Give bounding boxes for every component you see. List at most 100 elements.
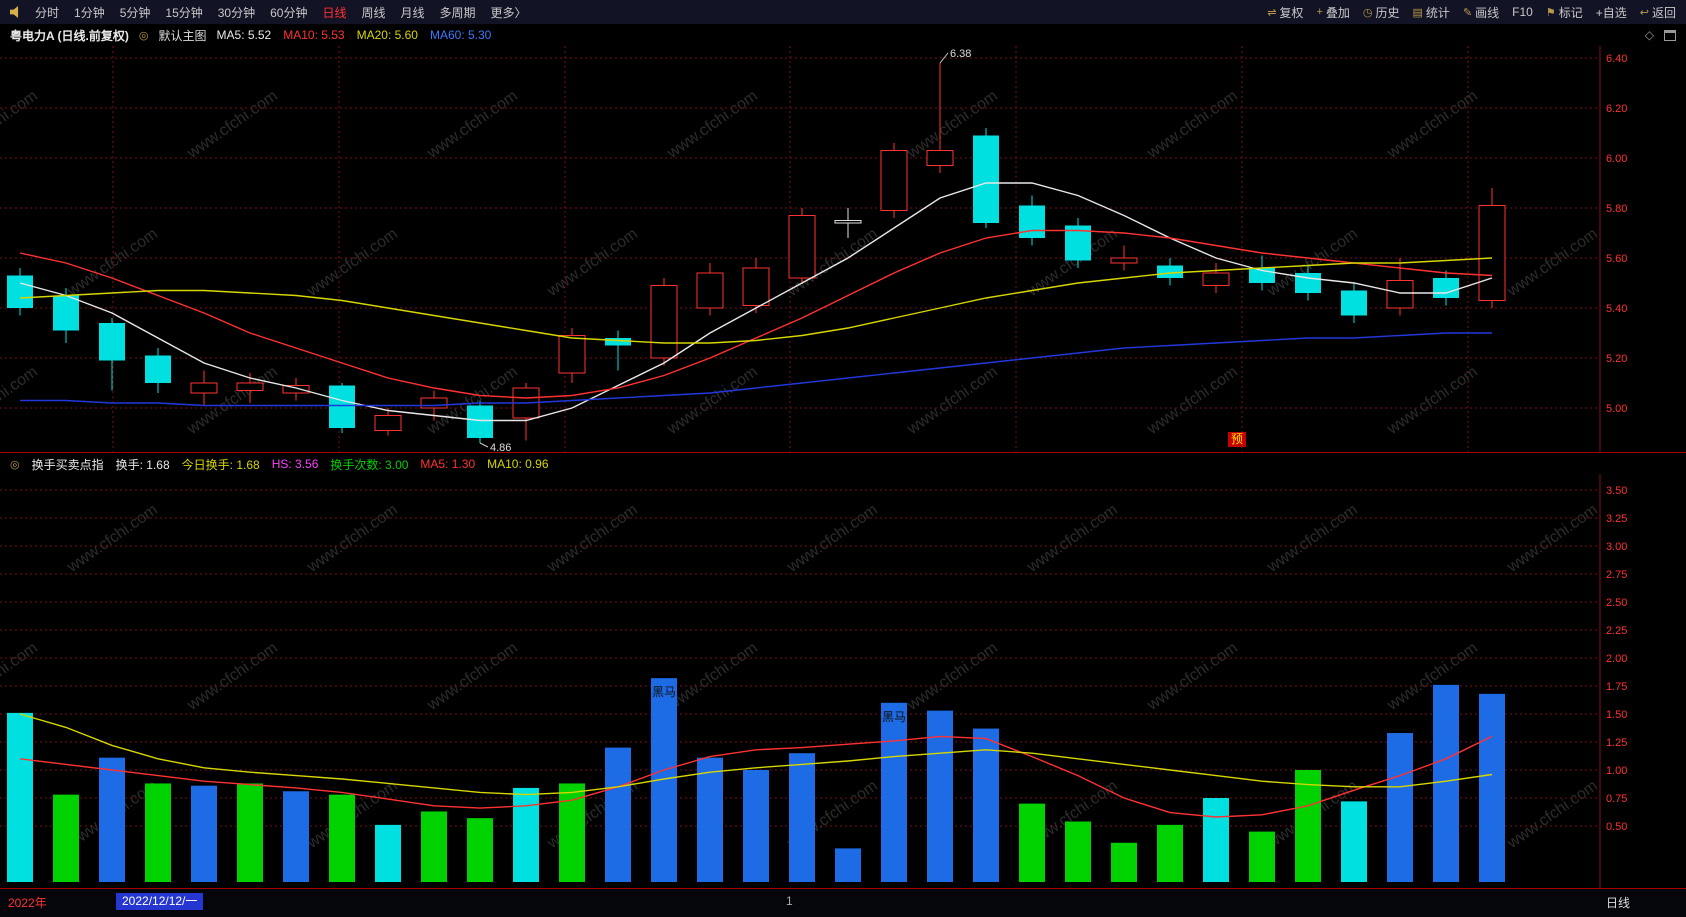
toolbar-action-label: 历史 bbox=[1375, 5, 1400, 20]
indicator-value-label-label: 换手次数: 3.00 bbox=[330, 457, 409, 472]
ma-label-label: MA5: 5.52 bbox=[216, 28, 272, 42]
period-tab-label: 更多〉 bbox=[490, 5, 527, 20]
toolbar-action[interactable]: ✎ 画线 bbox=[1463, 4, 1499, 21]
svg-text:3.25: 3.25 bbox=[1606, 513, 1627, 525]
toolbar-action[interactable]: +自选 bbox=[1596, 4, 1627, 21]
period-tab-label: 日线 bbox=[322, 5, 347, 20]
svg-text:1.25: 1.25 bbox=[1606, 737, 1627, 749]
toolbar: 分时 1分钟 5分钟 15分钟 30分钟 60分钟 日线 周线 月线 多周期 更多〉 ⇌ 复权 + 叠加 ◷… bbox=[0, 0, 1686, 24]
svg-text:0.50: 0.50 bbox=[1606, 821, 1627, 833]
period-tabs: 分时 1分钟 5分钟 15分钟 30分钟 60分钟 日线 周线 月线 多周期 更多〉 bbox=[35, 4, 527, 21]
draw-line-icon: ✎ bbox=[1462, 6, 1473, 19]
turnover-bar-chart[interactable]: 3.50 3.25 3.00 2.75 2.50 2.25 2.00 1.75 1.50 1.25… bbox=[0, 474, 1686, 888]
period-label: 日线 bbox=[1606, 896, 1631, 910]
overlay-icon: + bbox=[1316, 6, 1323, 18]
period-tab[interactable]: 周线 bbox=[361, 4, 385, 21]
indicator-value-label: 今日换手: 1.68 bbox=[182, 456, 260, 473]
toolbar-action[interactable]: ▤ 统计 bbox=[1413, 4, 1450, 21]
toolbar-action-label: 标记 bbox=[1558, 5, 1583, 20]
period-tab-label: 分时 bbox=[35, 5, 60, 20]
svg-text:6.38: 6.38 bbox=[950, 48, 971, 60]
indicator-value-label-label: 今日换手: 1.68 bbox=[181, 457, 260, 472]
toolbar-action-label: 叠加 bbox=[1325, 5, 1350, 20]
indicator-values: 换手: 1.68 今日换手: 1.68 HS: 3.56 换手次数: 3.00 MA5:… bbox=[116, 456, 549, 473]
indicator-value-label-label: HS: 3.56 bbox=[271, 457, 319, 471]
main-chart-pane[interactable]: 6.40 6.20 6.00 5.80 5.60 5.40 5.20 5.00 6.38 4.86… bbox=[0, 46, 1686, 452]
chart-header: 粤电力A (日线.前复权) ◎ 默认主图 MA5: 5.52 MA10: 5.53… bbox=[0, 24, 1686, 46]
axis-tick-label: 1 bbox=[786, 894, 793, 908]
toolbar-action[interactable]: ↩ 返回 bbox=[1640, 4, 1676, 21]
window-icon[interactable] bbox=[1664, 29, 1676, 41]
indicator-value-label-label: MA5: 1.30 bbox=[420, 457, 476, 471]
announcement-speaker-icon[interactable] bbox=[10, 6, 19, 18]
toolbar-action-label: 复权 bbox=[1279, 5, 1304, 20]
toolbar-action-label: 统计 bbox=[1425, 5, 1450, 20]
toolbar-action-label: 返回 bbox=[1651, 5, 1676, 20]
period-tab[interactable]: 1分钟 bbox=[74, 4, 105, 21]
diamond-icon[interactable]: ◇ bbox=[1644, 28, 1654, 42]
toolbar-action-label: F10 bbox=[1512, 5, 1533, 19]
svg-text:5.60: 5.60 bbox=[1606, 253, 1627, 265]
period-tab-label: 1分钟 bbox=[74, 5, 105, 20]
svg-text:3.00: 3.00 bbox=[1606, 541, 1627, 553]
period-tab[interactable]: 60分钟 bbox=[270, 4, 307, 21]
indicator-value-label-label: 换手: 1.68 bbox=[115, 457, 170, 472]
ma-label: MA10: 5.53 bbox=[283, 28, 344, 42]
period-tab[interactable]: 日线 bbox=[322, 4, 346, 21]
svg-text:3.50: 3.50 bbox=[1606, 485, 1627, 497]
toolbar-action-label: +自选 bbox=[1595, 5, 1627, 20]
main-layout-label[interactable]: 默认主图 bbox=[158, 28, 207, 43]
ma-label-label: MA10: 5.53 bbox=[283, 28, 345, 42]
svg-text:0.75: 0.75 bbox=[1606, 793, 1627, 805]
svg-text:2.50: 2.50 bbox=[1606, 597, 1627, 609]
indicator-value-label: HS: 3.56 bbox=[272, 457, 319, 471]
indicator-header: ◎ 换手买卖点指 换手: 1.68 今日换手: 1.68 HS: 3.56 换手次数:… bbox=[0, 452, 1686, 475]
period-tab-label: 月线 bbox=[400, 5, 425, 20]
svg-text:1.75: 1.75 bbox=[1606, 681, 1627, 693]
toolbar-action[interactable]: ◷ 历史 bbox=[1363, 4, 1400, 21]
ma-label: MA20: 5.60 bbox=[357, 28, 418, 42]
year-label: 2022年 bbox=[8, 896, 47, 910]
ma-label-label: MA20: 5.60 bbox=[356, 28, 418, 42]
indicator-name[interactable]: 换手买卖点指 bbox=[31, 457, 104, 472]
period-tab-label: 60分钟 bbox=[270, 5, 308, 20]
svg-text:6.40: 6.40 bbox=[1606, 53, 1627, 65]
period-tab[interactable]: 5分钟 bbox=[120, 4, 151, 21]
period-tab[interactable]: 月线 bbox=[401, 4, 425, 21]
indicator-value-label: 换手次数: 3.00 bbox=[330, 456, 408, 473]
svg-text:6.00: 6.00 bbox=[1606, 153, 1627, 165]
toolbar-action[interactable]: + 叠加 bbox=[1316, 4, 1349, 21]
selected-date[interactable]: 2022/12/12/一 bbox=[116, 893, 204, 910]
period-tab-label: 周线 bbox=[361, 5, 386, 20]
ma-label-label: MA60: 5.30 bbox=[429, 28, 492, 42]
svg-text:4.86: 4.86 bbox=[490, 442, 511, 452]
toolbar-action[interactable]: ⚑ 标记 bbox=[1546, 4, 1583, 21]
main-indicator-selector-icon[interactable]: ◎ bbox=[138, 29, 149, 42]
period-tab[interactable]: 更多〉 bbox=[491, 4, 527, 21]
period-tab-label: 15分钟 bbox=[165, 5, 203, 20]
period-tab[interactable]: 15分钟 bbox=[165, 4, 202, 21]
toolbar-action-label: 画线 bbox=[1475, 5, 1500, 20]
period-tab[interactable]: 30分钟 bbox=[218, 4, 255, 21]
indicator-value-label: 换手: 1.68 bbox=[116, 456, 170, 473]
ma-legend: MA5: 5.52 MA10: 5.53 MA20: 5.60 MA60: 5.30 bbox=[217, 28, 492, 42]
toolbar-action[interactable]: ⇌ 复权 bbox=[1267, 4, 1303, 21]
svg-text:2.00: 2.00 bbox=[1606, 653, 1627, 665]
period-tab[interactable]: 多周期 bbox=[440, 4, 476, 21]
toolbar-actions: ⇌ 复权 + 叠加 ◷ 历史 ▤ 统计 ✎ 画线 F10 ⚑ 标记 +自选 ↩ 返回 bbox=[1267, 4, 1676, 21]
mark-icon: ⚑ bbox=[1545, 6, 1556, 19]
alert-badge[interactable]: 预 bbox=[1228, 432, 1247, 447]
symbol-title: 粤电力A (日线.前复权) bbox=[10, 28, 129, 43]
period-tab[interactable]: 分时 bbox=[35, 4, 59, 21]
stats-icon: ▤ bbox=[1412, 6, 1423, 19]
indicator-selector-icon[interactable]: ◎ bbox=[10, 458, 20, 471]
indicator-chart-pane[interactable]: 3.50 3.25 3.00 2.75 2.50 2.25 2.00 1.75 1.50 1.25… bbox=[0, 474, 1686, 888]
adjust-icon: ⇌ bbox=[1267, 6, 1277, 19]
svg-text:5.20: 5.20 bbox=[1606, 353, 1627, 365]
toolbar-action[interactable]: F10 bbox=[1512, 5, 1533, 19]
candlestick-chart[interactable]: 6.40 6.20 6.00 5.80 5.60 5.40 5.20 5.00 6.38 4.86 bbox=[0, 46, 1686, 452]
indicator-value-label: MA10: 0.96 bbox=[487, 457, 548, 471]
svg-text:6.20: 6.20 bbox=[1606, 103, 1627, 115]
svg-text:1.50: 1.50 bbox=[1606, 709, 1627, 721]
